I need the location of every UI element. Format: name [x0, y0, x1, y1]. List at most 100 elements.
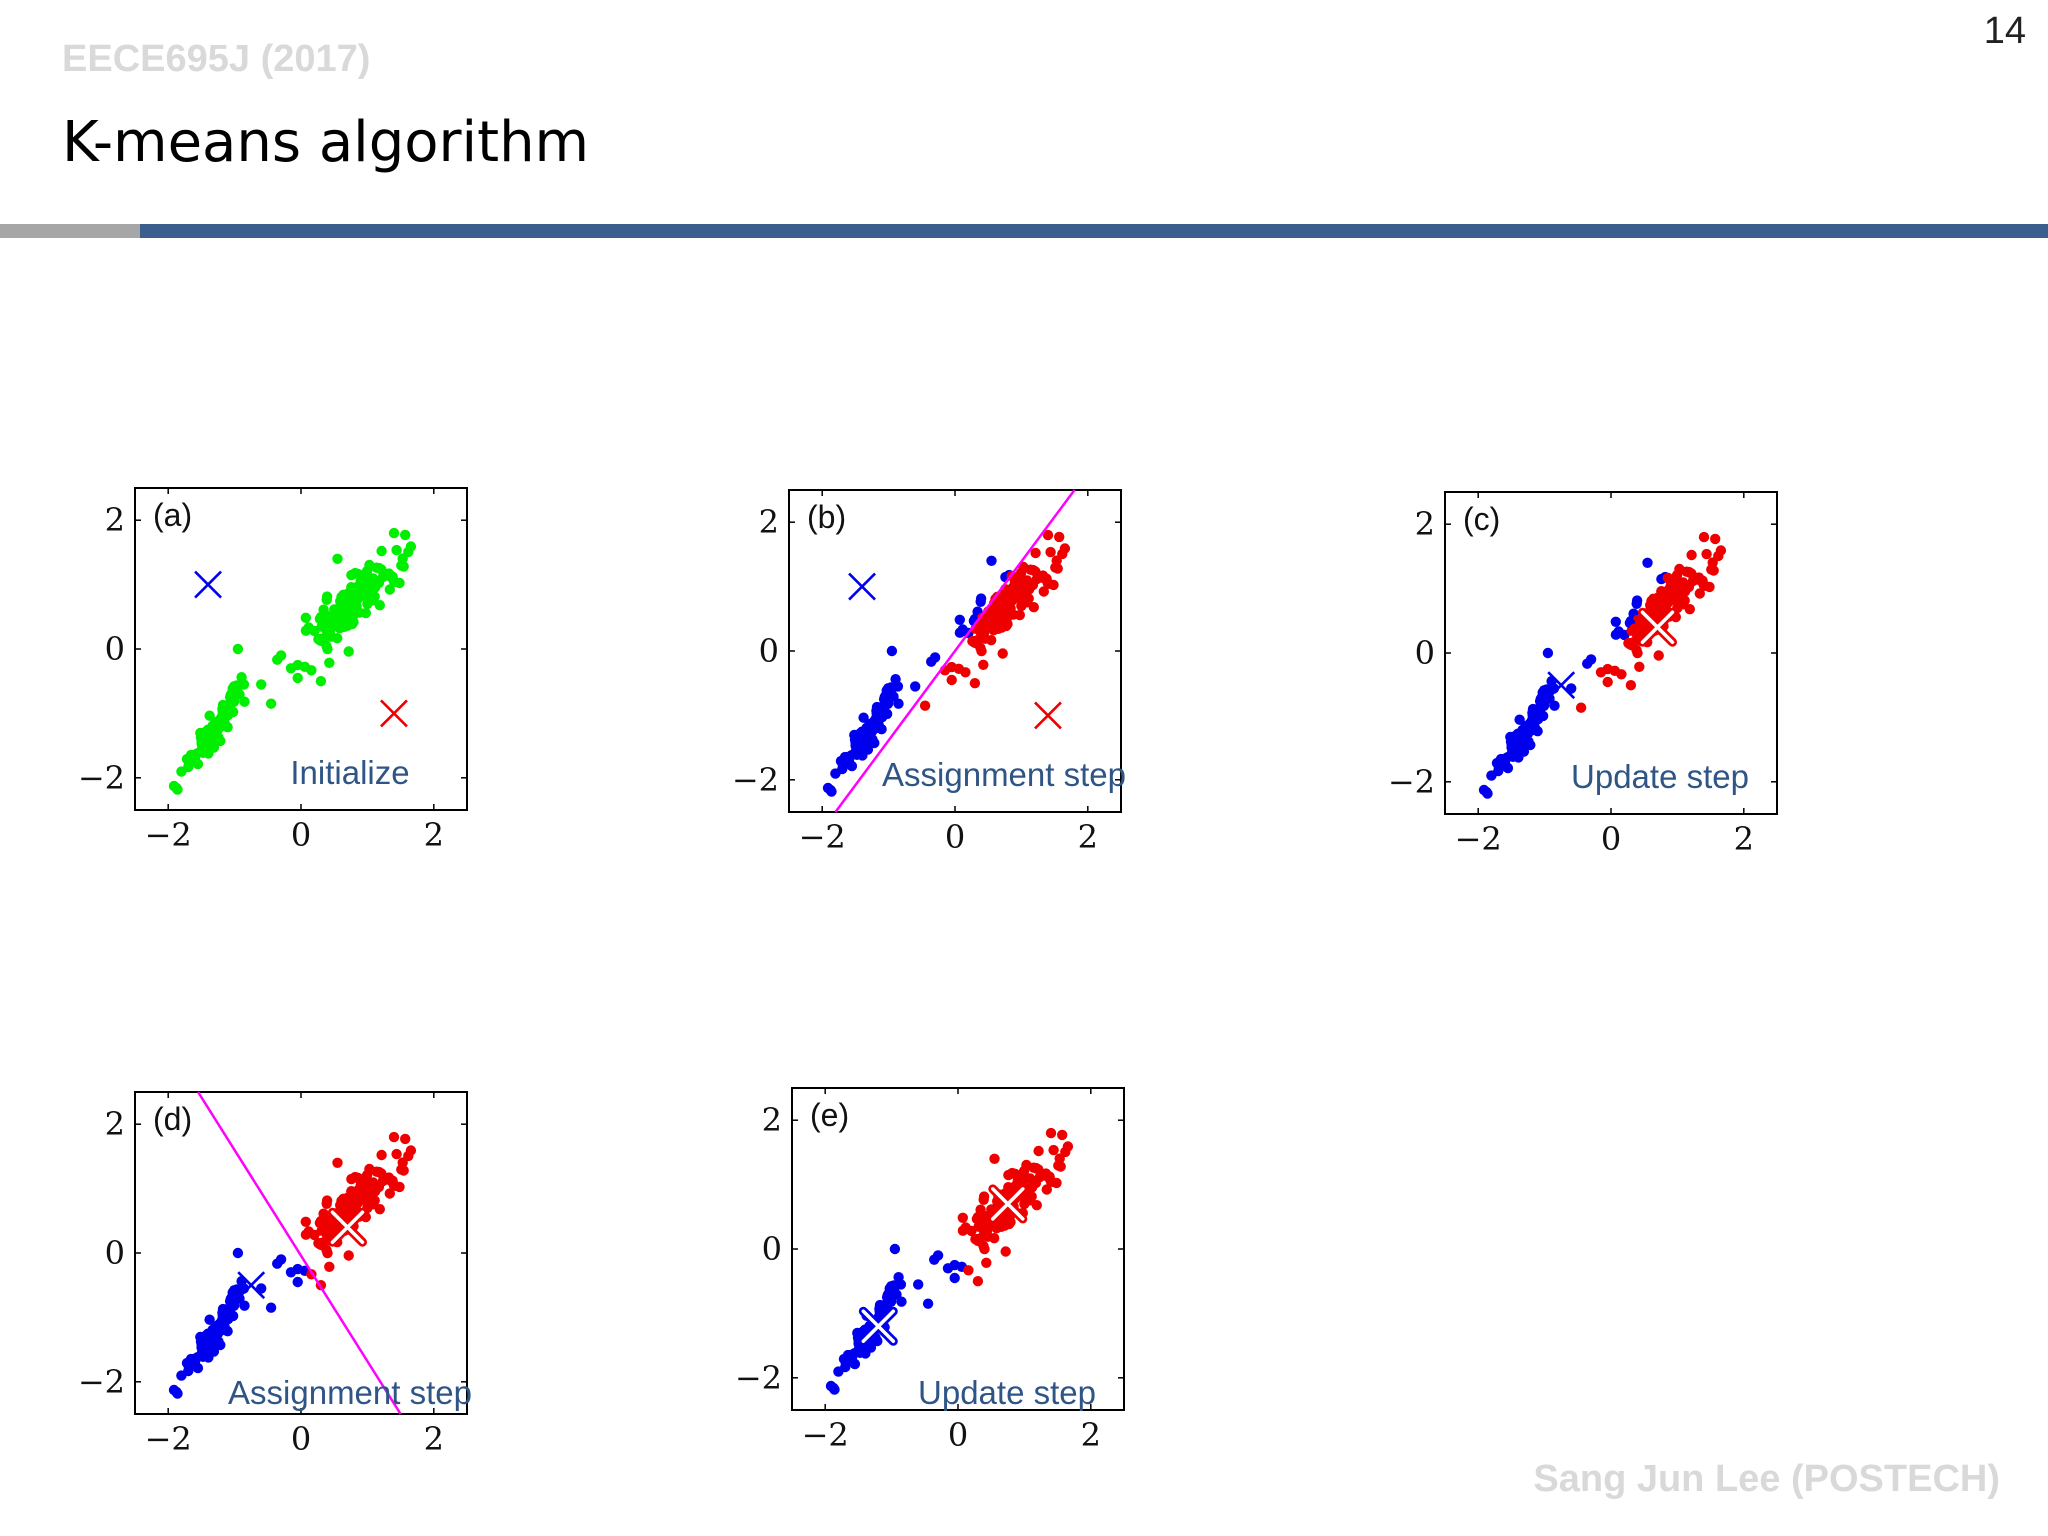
data-point: [341, 592, 352, 604]
scatter-svg: −2 0 2 2 0 −2 (b): [732, 489, 1122, 856]
slide-title: K-means algorithm: [62, 110, 590, 175]
y-tick-label: −2: [732, 761, 779, 799]
data-point: [321, 1195, 333, 1206]
data-point: [1026, 1191, 1037, 1202]
data-point: [886, 645, 898, 657]
data-point: [1625, 680, 1637, 691]
data-point: [954, 627, 966, 638]
data-point: [197, 1351, 209, 1362]
data-point: [321, 640, 332, 652]
data-point: [851, 749, 863, 760]
y-tick-label: −2: [1388, 763, 1435, 801]
data-point: [1034, 1171, 1046, 1183]
y-tick-label: 2: [1415, 505, 1435, 543]
data-point: [285, 663, 297, 674]
data-point: [1491, 757, 1503, 769]
data-point: [1051, 1177, 1062, 1189]
data-point: [932, 1250, 944, 1261]
data-point: [913, 1279, 924, 1290]
data-point: [405, 541, 417, 552]
data-point: [356, 1192, 367, 1203]
data-point: [377, 571, 389, 583]
data-point: [856, 733, 867, 744]
data-point: [889, 1243, 901, 1255]
caption-b: Assignment step: [882, 756, 1126, 793]
data-point: [400, 1133, 411, 1145]
data-point: [1694, 588, 1705, 599]
data-point: [319, 1223, 330, 1234]
y-tick-label: 0: [762, 1230, 782, 1268]
data-points: [825, 1127, 1074, 1395]
data-points: [168, 527, 417, 795]
data-point: [989, 1233, 1000, 1244]
data-point: [1686, 549, 1697, 561]
data-point: [348, 588, 359, 599]
data-point: [972, 1276, 984, 1287]
data-point: [189, 1358, 201, 1369]
data-point: [197, 747, 209, 758]
blue-centroid-marker: [858, 1306, 898, 1346]
blue-centroid-marker: [1547, 671, 1576, 700]
x-tick-label: 0: [945, 818, 965, 856]
data-point: [1062, 1141, 1074, 1152]
caption-d: Assignment step: [228, 1374, 472, 1411]
panel-label: (c): [1463, 501, 1500, 537]
data-point: [369, 1195, 380, 1206]
data-point: [239, 696, 250, 707]
data-point: [341, 1196, 352, 1208]
data-point: [338, 618, 349, 630]
data-point: [285, 1267, 297, 1278]
data-point: [957, 1212, 968, 1223]
data-point: [332, 1157, 343, 1168]
data-point: [398, 561, 409, 572]
data-point: [388, 527, 400, 539]
data-point: [352, 568, 364, 580]
y-tick-label: 2: [105, 1105, 125, 1143]
data-point: [946, 674, 957, 686]
data-point: [997, 648, 1008, 659]
data-point: [275, 650, 287, 661]
title-rule-gray: [0, 224, 140, 238]
data-point: [300, 612, 311, 623]
data-point: [1499, 758, 1511, 769]
data-point: [227, 1296, 238, 1307]
data-point: [976, 1219, 987, 1230]
data-point: [385, 571, 396, 582]
data-point: [949, 1272, 960, 1284]
data-point: [1585, 654, 1597, 665]
data-point: [347, 618, 358, 630]
data-point: [1000, 1246, 1011, 1257]
scatter-svg: −2 0 2 2 0 −2 (c): [1388, 491, 1778, 858]
scatter-svg: −2 0 2 2 0 −2 (e): [735, 1087, 1125, 1454]
data-point: [1542, 647, 1554, 659]
data-point: [1695, 575, 1706, 586]
data-point: [370, 582, 381, 593]
chart-panel-b: −2 0 2 2 0 −2 (b) Assignment step: [654, 272, 1314, 856]
data-point: [1642, 557, 1653, 568]
data-point: [239, 1300, 250, 1311]
red-centroid-marker: [327, 1207, 367, 1247]
course-code: EECE695J (2017): [62, 38, 371, 80]
data-point: [1715, 545, 1727, 556]
data-point: [300, 1229, 312, 1240]
data-point: [1704, 581, 1715, 593]
data-point: [840, 1361, 851, 1373]
data-point: [995, 1218, 1006, 1230]
data-point: [1680, 586, 1691, 597]
y-tick-label: −2: [78, 1363, 125, 1401]
caption-a: Initialize: [290, 754, 410, 791]
data-point: [332, 553, 343, 564]
data-point: [1658, 592, 1669, 603]
data-point: [181, 1357, 193, 1369]
data-point: [1575, 702, 1587, 713]
data-point: [1008, 609, 1019, 620]
data-points: [168, 1131, 417, 1399]
x-tick-label: 0: [291, 816, 311, 854]
data-point: [369, 591, 380, 602]
x-tick-label: 2: [1081, 1416, 1101, 1454]
data-point: [960, 667, 971, 678]
data-point: [385, 1175, 396, 1186]
data-point: [1023, 593, 1034, 604]
blue-centroid-marker: [237, 1271, 266, 1300]
